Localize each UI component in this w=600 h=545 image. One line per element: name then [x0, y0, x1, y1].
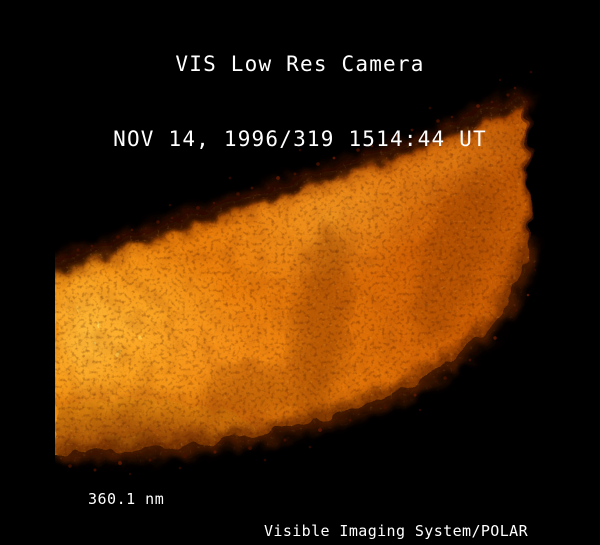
noise-speckles	[68, 70, 537, 476]
header-annotation: VIS Low Res Camera NOV 14, 1996/319 1514…	[0, 2, 600, 202]
camera-title: VIS Low Res Camera	[175, 52, 425, 76]
observation-timestamp: NOV 14, 1996/319 1514:44 UT	[113, 127, 487, 151]
wavelength-label: 360.1 nm	[88, 490, 165, 508]
instrument-credit: Visible Imaging System/POLAR	[263, 522, 529, 540]
credit-block: Visible Imaging System/POLAR The Univers…	[245, 489, 547, 545]
